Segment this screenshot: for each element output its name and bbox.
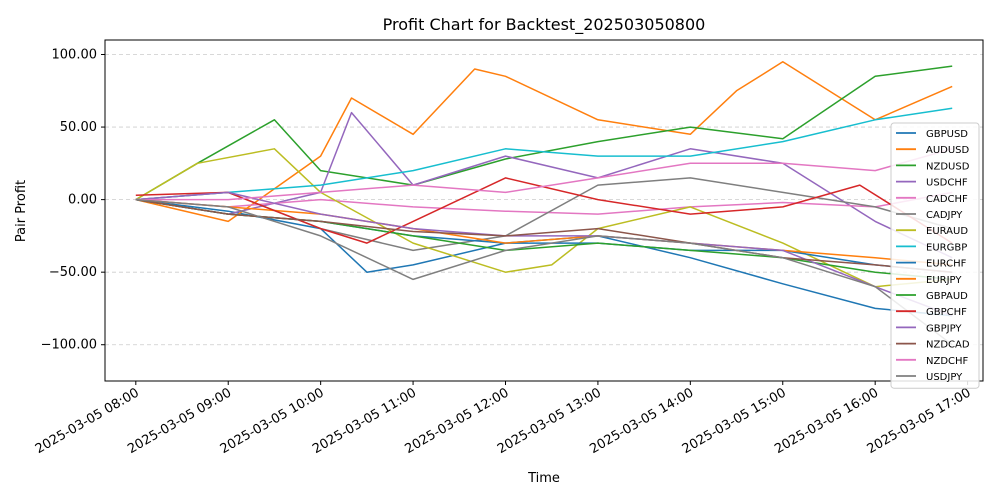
y-tick-label: 50.00	[60, 120, 97, 135]
x-axis-label: Time	[527, 471, 560, 486]
series-line-nzdusd	[135, 65, 953, 201]
legend-label: USDJPY	[926, 372, 963, 383]
legend-label: AUDUSD	[926, 145, 970, 156]
axes-frame	[104, 39, 984, 382]
series-line-usdjpy	[135, 198, 953, 346]
series-line-audusd	[135, 61, 953, 223]
legend-box	[890, 122, 980, 389]
legend: GBPUSD AUDUSD NZDUSD USDCHF CADCHF CADJPY EURA…	[890, 122, 980, 389]
series-line-nzdcad	[135, 198, 953, 273]
y-axis-label: Pair Profit	[14, 180, 29, 242]
legend-label: NZDUSD	[926, 161, 970, 172]
plot-area	[135, 61, 953, 346]
legend-label: GBPAUD	[926, 291, 968, 302]
series-line-usdchf	[135, 111, 953, 259]
chart-title: Profit Chart for Backtest_202503050800	[383, 15, 706, 35]
y-tick-label: 100.00	[52, 48, 98, 63]
legend-label: USDCHF	[926, 178, 968, 189]
series-line-nzdchf	[135, 148, 953, 201]
series-line-gbpjpy	[135, 191, 953, 317]
y-axis: −100.00 −50.00 0.00 50.00 100.00	[41, 48, 105, 353]
y-tick-label: 0.00	[68, 193, 97, 208]
legend-label: GBPCHF	[926, 307, 967, 318]
series-line-euraud	[135, 148, 953, 288]
series-line-eurgbp	[135, 107, 953, 201]
legend-label: CADCHF	[926, 194, 968, 205]
legend-label: EURAUD	[926, 226, 968, 237]
legend-label: NZDCAD	[926, 340, 970, 351]
y-tick-label: −50.00	[49, 265, 97, 280]
legend-label: EURGBP	[926, 242, 967, 253]
legend-label: GBPUSD	[926, 129, 968, 140]
legend-label: EURJPY	[926, 275, 962, 286]
series-line-gbpchf	[135, 177, 953, 244]
legend-label: GBPJPY	[926, 323, 962, 334]
y-tick-label: −100.00	[41, 338, 97, 353]
legend-label: CADJPY	[926, 210, 963, 221]
x-tick-label: 2025-03-05 17:00	[865, 385, 974, 457]
series-line-cadchf	[135, 191, 953, 215]
legend-label: EURCHF	[926, 259, 967, 270]
legend-label: NZDCHF	[926, 356, 969, 367]
